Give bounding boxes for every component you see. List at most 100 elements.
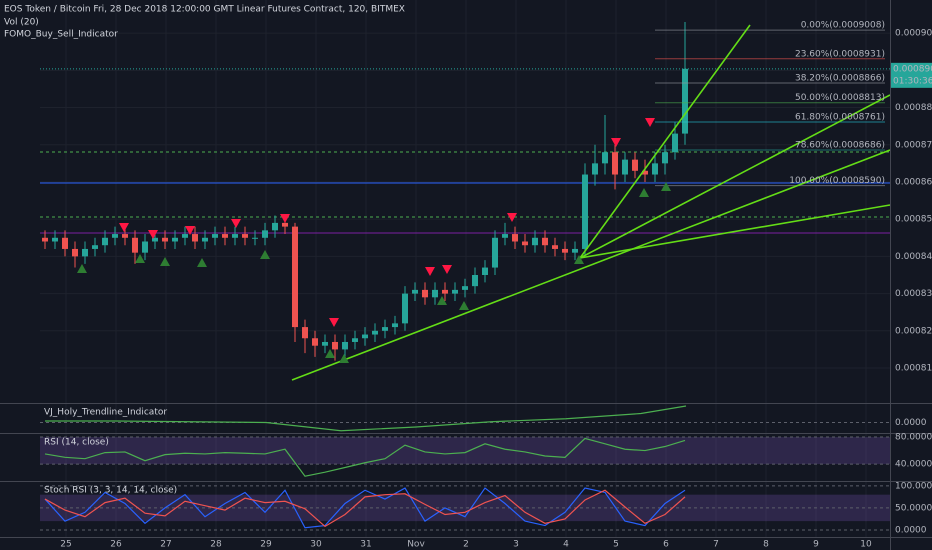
candle-body (612, 152, 618, 175)
candle-body (242, 234, 248, 238)
candle-body (92, 245, 98, 249)
x-tick-label: 4 (563, 540, 569, 550)
y-tick-label: 0.0008200 (895, 326, 932, 336)
candle-body (42, 237, 48, 242)
y-tick-label: 50.0000 (895, 503, 932, 513)
pane-title: Stoch RSI (3, 3, 14, 14, close) (44, 486, 177, 496)
marks (40, 21, 890, 529)
candle-body (482, 267, 488, 275)
trendlines (291, 24, 891, 381)
candle-body (572, 248, 578, 253)
grid (40, 0, 890, 537)
candle-body (592, 163, 598, 175)
buy-signal (437, 296, 447, 305)
candle-body (252, 237, 258, 239)
candle-body (442, 289, 448, 294)
candle-body (402, 293, 408, 324)
candle-body (452, 289, 458, 294)
fib-label: 23.60%(0.0008931) (795, 49, 885, 59)
candle-body (132, 237, 138, 253)
candle-body (232, 234, 238, 238)
x-tick-label: 5 (613, 540, 619, 550)
candle-body (532, 237, 538, 246)
levels (40, 151, 890, 234)
candle-body (122, 234, 128, 238)
x-tick-label: 26 (110, 540, 122, 550)
candle-body (112, 234, 118, 238)
y-tick-label: 100.0000 (895, 481, 932, 491)
indicator-line (44, 487, 686, 529)
last-price-box (891, 62, 932, 88)
candle-body (202, 237, 208, 242)
candle-body (342, 341, 348, 350)
candle-body (602, 152, 608, 164)
candle-body (552, 245, 558, 249)
candle-body (662, 152, 668, 164)
pane-title: RSI (14, close) (44, 438, 109, 448)
candle-body (292, 226, 298, 328)
x-tick-label: 27 (160, 540, 171, 550)
buy-signal (639, 188, 649, 197)
candle-body (472, 274, 478, 287)
sell-signal (329, 318, 339, 327)
indicator-line (44, 437, 686, 477)
x-tick-label: 3 (513, 540, 519, 550)
buy-signal (135, 254, 145, 263)
x-tick-label: 25 (60, 540, 71, 550)
last-price-label: 0.0008904 (893, 64, 932, 74)
candle-body (62, 237, 68, 249)
x-tick-label: 7 (713, 540, 719, 550)
candle-body (432, 289, 438, 298)
y-tick-label: 0.0000 (895, 418, 927, 428)
y-tick-label: 0.0008300 (895, 289, 932, 299)
candle-body (52, 237, 58, 242)
candle-body (382, 327, 388, 331)
buy-signal (661, 182, 671, 191)
candle-body (352, 338, 358, 342)
candle-body (102, 237, 108, 246)
x-tick-label: 10 (860, 540, 872, 550)
fib-label: 61.80%(0.0008761) (795, 113, 885, 123)
candle-body (652, 163, 658, 175)
buy-signal (459, 301, 469, 310)
y-tick-label: 0.0008700 (895, 140, 932, 150)
fib-label: 50.00%(0.0008813) (795, 93, 885, 103)
candle-body (562, 248, 568, 253)
buy-signal (77, 264, 87, 273)
candle-body (392, 323, 398, 328)
candle-body (192, 234, 198, 242)
x-tick-label: 31 (360, 540, 371, 550)
fib-label: 100.00%(0.0008590) (789, 176, 885, 186)
candle-body (272, 222, 278, 231)
sell-signal (280, 214, 290, 223)
fib-label: 0.00%(0.0009008) (801, 21, 885, 31)
sell-signals (119, 118, 655, 327)
x-tick-label: 30 (310, 540, 322, 550)
y-tick-label: 0.0008500 (895, 215, 932, 225)
y-tick-label: 40.0000 (895, 460, 932, 470)
candle-body (682, 68, 688, 134)
trendline (579, 24, 751, 259)
sell-signal (611, 138, 621, 147)
candle-body (672, 133, 678, 153)
chart-title: EOS Token / Bitcoin Fri, 28 Dec 2018 12:… (4, 5, 405, 15)
sell-signal (425, 267, 435, 276)
x-tick-label: 9 (813, 540, 819, 550)
candle-body (332, 341, 338, 350)
y-tick-label: 0.0008400 (895, 252, 932, 262)
candle-body (362, 334, 368, 339)
indicator-label: Vol (20) (4, 18, 39, 28)
candle-body (152, 237, 158, 242)
candle-body (422, 289, 428, 298)
y-tick-label: 0.0008800 (895, 103, 932, 113)
candle-body (312, 338, 318, 346)
sell-signal (148, 230, 158, 239)
candle-body (82, 248, 88, 257)
y-tick-label: 0.0000 (895, 525, 927, 535)
signals (77, 118, 671, 363)
buy-signal (574, 255, 584, 264)
buy-signals (77, 182, 671, 363)
x-tick-label: 29 (260, 540, 272, 550)
candle-body (282, 222, 288, 227)
